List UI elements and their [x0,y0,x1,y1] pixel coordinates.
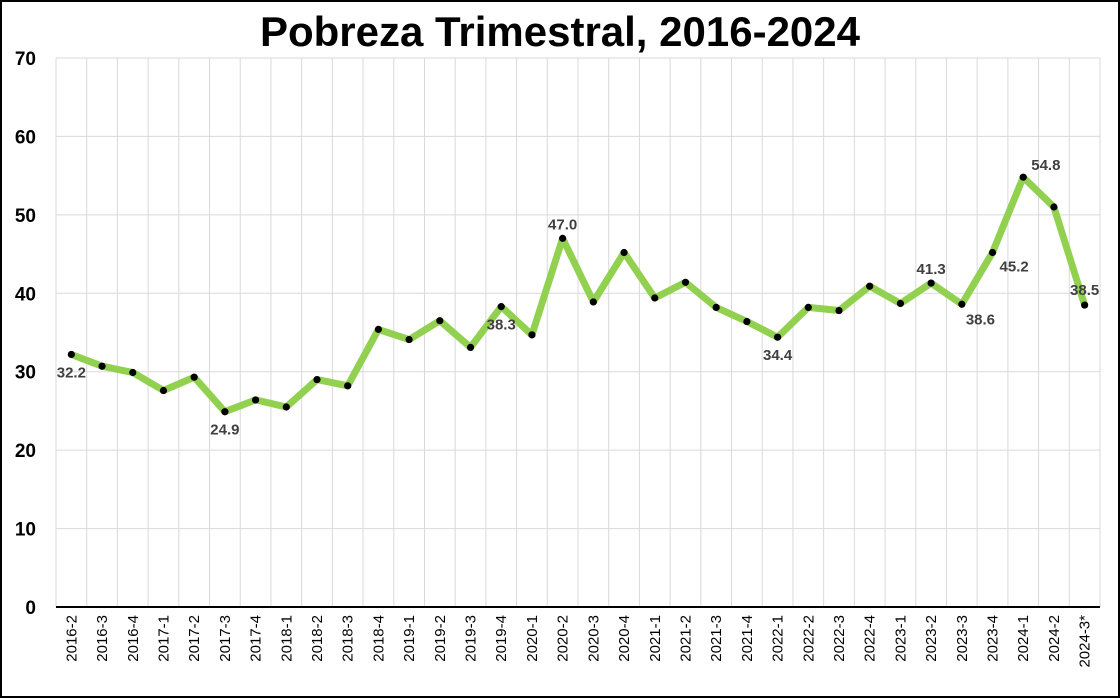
data-point [743,317,751,326]
data-point [866,282,874,290]
x-tick-label: 2021-1 [647,615,664,662]
x-tick-label: 2020-2 [555,615,572,662]
data-point [466,343,475,352]
data-point [190,373,198,381]
x-tick-label: 2023-2 [923,615,940,662]
x-tick-label: 2018-2 [309,615,326,662]
data-point [559,234,567,242]
x-tick-label: 2023-1 [892,615,909,662]
data-label: 24.9 [210,422,239,439]
data-point [958,300,966,308]
data-point [98,362,106,370]
x-tick-label: 2016-3 [94,615,111,662]
data-point [282,403,290,411]
data-point [436,317,444,325]
data-label: 34.4 [763,347,793,364]
x-tick-label: 2017-4 [248,615,265,662]
x-tick-label: 2019-2 [432,615,449,662]
data-point [620,248,628,257]
x-tick-label: 2017-3 [217,615,234,662]
data-point [405,335,413,344]
data-point [835,306,843,315]
x-tick-label: 2019-4 [493,615,510,662]
data-label: 38.3 [487,317,516,334]
y-tick-label: 10 [15,520,36,541]
data-label: 47.0 [548,216,577,233]
data-point [159,386,168,395]
x-tick-label: 2020-1 [524,615,541,662]
data-label: 41.3 [917,261,946,278]
data-label: 38.5 [1070,282,1099,299]
y-tick-label: 40 [15,284,36,305]
data-point [589,298,597,306]
data-point [1050,203,1058,211]
data-point [988,248,997,257]
data-point [344,382,352,390]
y-tick-label: 0 [25,598,36,619]
data-point [896,299,905,308]
y-tick-label: 30 [15,363,36,384]
y-tick-label: 20 [15,441,36,462]
series-layer [67,173,1089,416]
x-tick-label: 2024-2 [1046,615,1063,662]
x-tick-label: 2020-3 [585,615,602,662]
y-axis-ticks: 0 10 20 30 40 50 60 70 [15,49,36,619]
data-point [528,331,536,339]
x-tick-label: 2022-4 [862,615,879,662]
data-point [129,368,137,377]
x-tick-label: 2020-4 [616,615,633,662]
x-tick-label: 2021-3 [708,615,725,662]
data-label: 32.2 [57,364,86,381]
x-tick-label: 2017-2 [186,615,203,662]
x-tick-label: 2022-1 [770,615,787,662]
data-point [251,396,260,404]
data-label: 38.6 [966,311,995,328]
data-point [681,278,690,286]
data-point [497,303,505,311]
x-tick-label: 2023-4 [985,615,1002,662]
x-tick-label: 2019-3 [463,615,480,662]
data-point [651,294,659,302]
series-line [67,173,1089,416]
data-point [1019,173,1027,181]
data-point [712,303,720,312]
x-tick-label: 2021-2 [677,615,694,662]
data-point [773,333,782,341]
data-point [1081,301,1089,309]
x-tick-label: 2024-1 [1015,615,1032,662]
gridlines [55,57,1101,608]
x-tick-label: 2022-2 [800,615,817,662]
data-point [313,375,321,384]
y-tick-label: 60 [15,127,36,148]
x-tick-label: 2021-4 [739,615,756,662]
x-tick-label: 2024-3* [1077,615,1094,668]
x-tick-label: 2016-4 [125,615,142,662]
x-tick-label: 2023-3 [954,615,971,662]
x-tick-label: 2016-2 [63,615,80,662]
y-tick-label: 70 [15,49,36,70]
data-labels: 32.2 24.9 38.3 47.0 34.4 41.3 38.6 45.2 54.8 38.5 [57,157,1099,439]
data-point [927,279,935,287]
x-tick-label: 2017-1 [155,615,172,662]
data-label: 45.2 [1000,259,1029,276]
x-tick-label: 2018-3 [340,615,357,662]
x-tick-label: 2019-1 [401,615,418,662]
chart-title: Pobreza Trimestral, 2016-2024 [259,8,861,55]
data-point [67,350,75,359]
data-point [804,303,812,312]
x-tick-label: 2022-3 [831,615,848,662]
x-tick-label: 2018-1 [278,615,295,662]
data-point [374,325,383,333]
data-label: 54.8 [1031,157,1060,174]
x-axis-ticks: 2016-2 2016-3 2016-4 2017-1 2017-2 2017-3 2017… [63,615,1093,668]
x-tick-label: 2018-4 [370,615,387,662]
data-point [221,408,229,416]
y-tick-label: 50 [15,206,36,227]
